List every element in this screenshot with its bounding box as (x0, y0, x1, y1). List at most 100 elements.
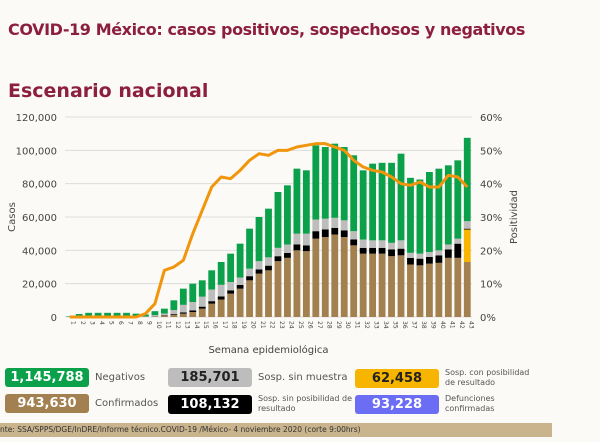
x-tick-label: 2 (79, 321, 86, 325)
x-tick-label: 33 (373, 321, 380, 329)
bar-sosp-sin-muestra (463, 221, 471, 229)
x-tick-label: 1 (70, 321, 77, 325)
x-tick-label: 16 (212, 321, 219, 329)
bar-negativos (142, 314, 149, 317)
bar-sosp-sin-posibilidad-de-resultado (425, 257, 433, 264)
bar-sosp-sin-posibilidad-de-resultado (255, 269, 263, 274)
bar-negativos (151, 311, 159, 316)
bar-sosp-sin-muestra (397, 240, 405, 249)
bar-negativos (378, 162, 386, 241)
bar-sosp-sin-posibilidad-de-resultado (340, 230, 348, 237)
bar-negativos (321, 147, 329, 219)
y-tick-label: 80,000 (22, 180, 57, 191)
bar-negativos (331, 143, 339, 218)
bar-sosp-sin-muestra (227, 282, 235, 291)
y2-tick-label: 50% (480, 146, 502, 157)
positividad-line (69, 142, 469, 319)
x-axis-label: Semana epidemiológica (208, 344, 328, 356)
bar-negativos (454, 160, 462, 239)
x-tick-label: 29 (335, 321, 342, 329)
bar-sosp-sin-muestra (255, 261, 263, 270)
x-tick-label: 12 (174, 321, 181, 329)
y2-tick-label: 20% (480, 246, 502, 257)
bar-negativos (416, 179, 424, 254)
bar-negativos (312, 145, 320, 220)
bar-confirmados (463, 262, 471, 317)
x-tick-label: 3 (89, 321, 96, 325)
bar-negativos (217, 262, 225, 285)
bar-negativos (198, 280, 206, 297)
x-tick-label: 36 (401, 321, 408, 329)
bar-confirmados (255, 273, 263, 317)
x-tick-label: 22 (269, 321, 276, 329)
bar-sosp-sin-posibilidad-de-resultado (444, 249, 452, 258)
x-tick-label: 17 (221, 321, 228, 329)
chart: 0 20,000 40,000 60,000 80,000 100,000 120,000 0… (7, 113, 520, 356)
legend-sosp-sin-muestra: 185,701 Sosp. sin muestra (168, 368, 348, 387)
bar-sosp-sin-posibilidad-de-resultado (321, 229, 329, 237)
legend-label: Sosp. sin posibilidad de resultado (258, 394, 353, 413)
bar-sosp-sin-posibilidad-de-resultado (350, 239, 358, 246)
bar-confirmados (151, 316, 159, 317)
bar-confirmados (388, 256, 395, 317)
bar-negativos (444, 165, 452, 245)
bar-confirmados (435, 262, 443, 317)
bar-negativos (425, 172, 433, 252)
bar-sosp-sin-muestra (142, 316, 149, 317)
x-tick-label: 19 (240, 321, 247, 329)
x-tick-label: 28 (325, 321, 332, 329)
legend-label: Negativos (95, 372, 146, 383)
bar-negativos (407, 177, 414, 253)
bar-sosp-sin-posibilidad-de-resultado (359, 247, 367, 254)
bar-confirmados (293, 250, 301, 317)
y-tick-label: 20,000 (22, 280, 57, 291)
bar-confirmados (454, 257, 462, 317)
bar-sosp-sin-muestra (274, 247, 282, 257)
bar-sosp-sin-posibilidad-de-resultado (293, 244, 301, 251)
bar-negativos (246, 228, 253, 269)
bar-confirmados (340, 237, 348, 317)
bar-negativos (94, 312, 102, 317)
x-tick-label: 38 (420, 321, 427, 329)
bar-negativos (359, 170, 367, 240)
y-tick-label: 40,000 (22, 246, 57, 257)
bar-sosp-sin-posibilidad-de-resultado (246, 276, 253, 281)
bar-confirmados (425, 263, 433, 317)
bar-negativos (160, 308, 168, 314)
x-tick-label: 42 (458, 321, 465, 329)
x-tick-label: 34 (382, 321, 389, 329)
x-tick-label: 6 (117, 321, 124, 325)
x-tick-label: 27 (316, 321, 323, 329)
y-tick-label: 120,000 (16, 113, 57, 124)
bar-negativos (75, 314, 83, 317)
bar-confirmados (274, 261, 282, 317)
x-tick-label: 41 (448, 321, 455, 329)
y-axis-label: Casos (7, 202, 18, 232)
x-tick-label: 31 (354, 321, 361, 329)
y2-tick-label: 30% (480, 213, 502, 224)
legend-value: 108,132 (168, 394, 252, 414)
legend-sosp-con-posibilidad: 62,458 Sosp. con posibilidad de resultad… (355, 368, 540, 388)
bar-sosp-sin-posibilidad-de-resultado (397, 248, 405, 256)
bar-confirmados (369, 253, 377, 317)
bar-sosp-sin-muestra (435, 250, 443, 256)
bar-sosp-sin-posibilidad-de-resultado (265, 265, 272, 271)
x-tick-label: 30 (344, 321, 351, 329)
y-tick-label: 100,000 (16, 146, 57, 157)
bar-sosp-sin-posibilidad-de-resultado (407, 257, 414, 265)
bar-negativos (302, 170, 310, 234)
bar-negativos (132, 313, 140, 317)
bar-sosp-sin-posibilidad-de-resultado (217, 296, 225, 300)
bar-sosp-sin-posibilidad-de-resultado (331, 227, 339, 235)
bar-negativos (227, 253, 235, 282)
x-tick-label: 11 (164, 321, 171, 329)
x-tick-label: 10 (155, 321, 162, 329)
x-tick-label: 8 (136, 321, 143, 325)
bar-sosp-sin-muestra (444, 244, 452, 250)
legend-value: 943,630 (5, 394, 89, 413)
bar-negativos (274, 192, 282, 248)
bar-sosp-sin-muestra (416, 253, 424, 259)
bar-negativos (170, 300, 178, 310)
legend-confirmados: 943,630 Confirmados (5, 394, 158, 413)
bar-sosp-sin-posibilidad-de-resultado (208, 301, 216, 304)
